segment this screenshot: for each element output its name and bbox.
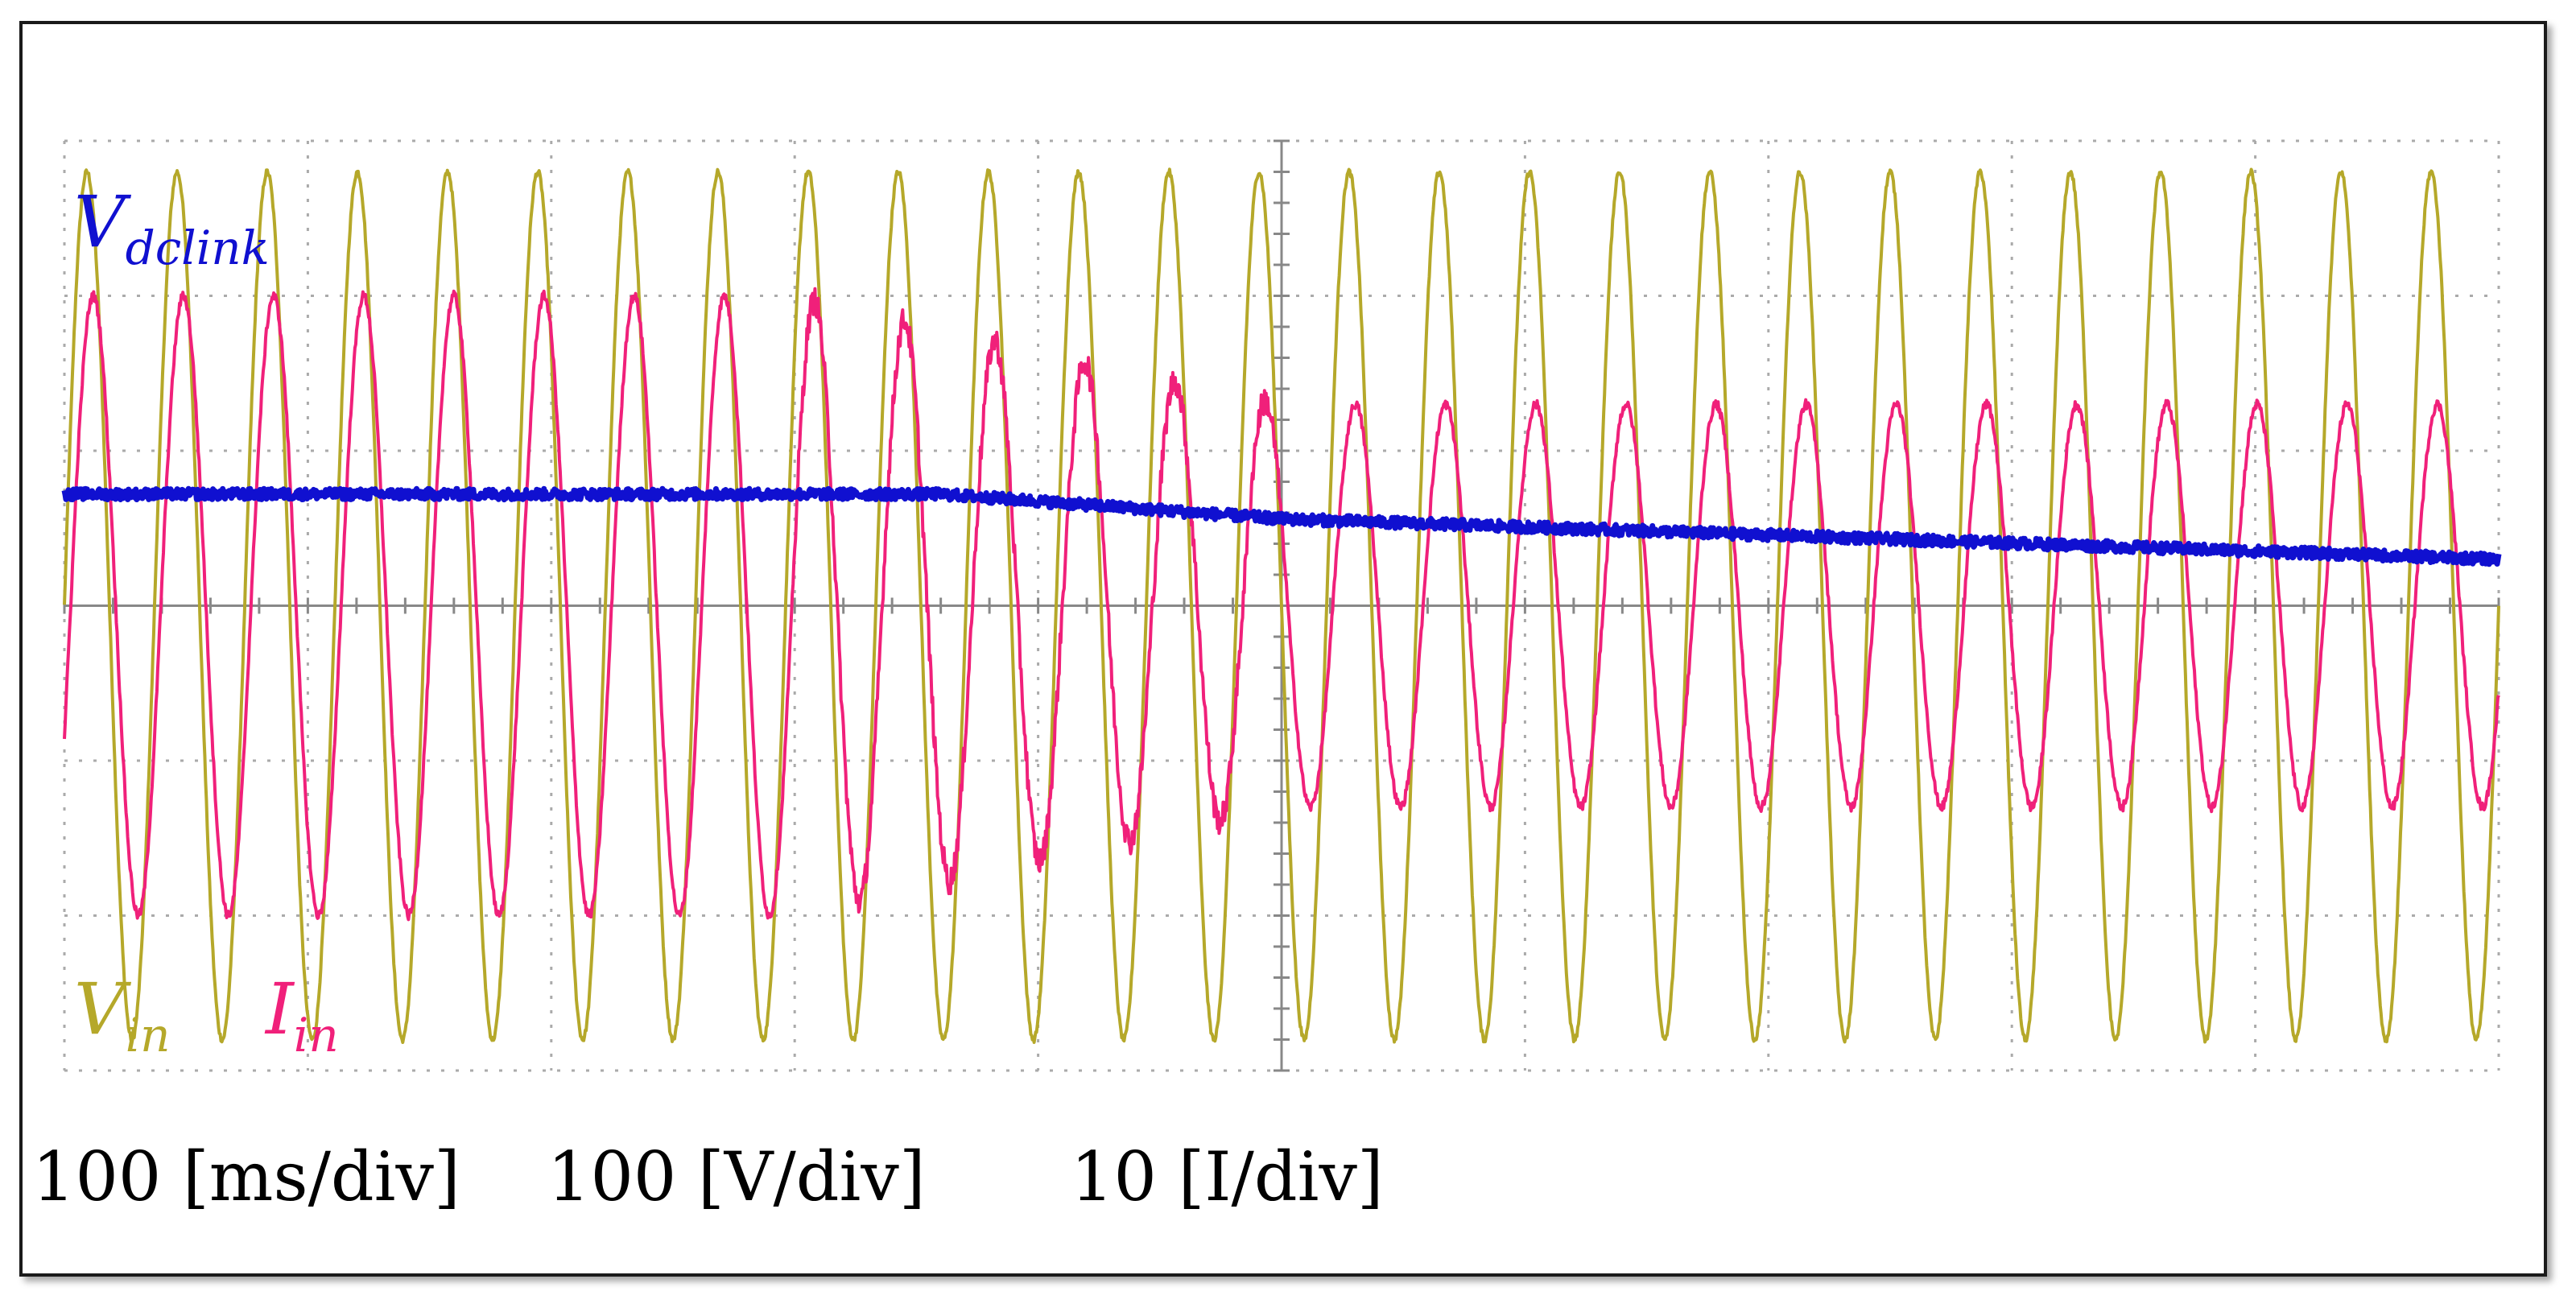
vdclink-label-main: V	[74, 180, 126, 263]
vin-label: Vin	[74, 974, 170, 1059]
vin-label-main: V	[74, 968, 126, 1050]
vdclink-trace	[61, 485, 2502, 567]
plot-traces	[61, 167, 2502, 1044]
time-scale-label: 100 [ms/div]	[32, 1137, 460, 1216]
vin-label-sub: in	[125, 1008, 171, 1062]
iin-label: Iin	[266, 974, 339, 1059]
vin-trace	[63, 167, 2500, 1044]
iin-label-sub: in	[293, 1008, 339, 1062]
vdclink-label: Vdclink	[74, 187, 270, 272]
current-scale-label: 10 [I/div]	[1071, 1137, 1384, 1216]
vdclink-label-sub: dclink	[125, 221, 270, 275]
voltage-scale-label: 100 [V/div]	[547, 1137, 926, 1216]
iin-label-main: I	[266, 968, 294, 1050]
